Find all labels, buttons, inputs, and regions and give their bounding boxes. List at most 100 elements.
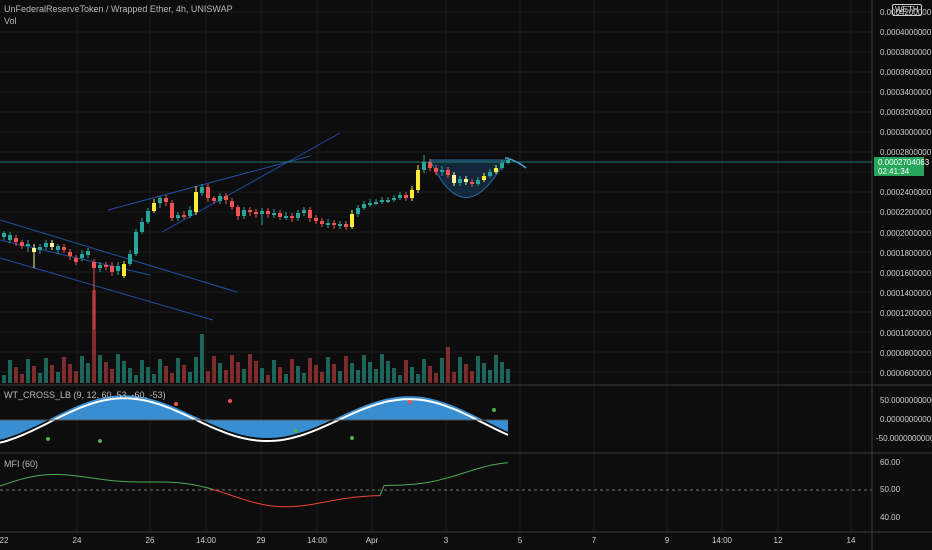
volume-bar — [278, 367, 282, 383]
candle-body — [80, 254, 84, 258]
candle-body — [104, 265, 108, 267]
mfi-segment — [7, 481, 13, 484]
time-label: 14:00 — [306, 536, 328, 545]
candle-body — [140, 222, 144, 232]
mfi-segment — [343, 497, 349, 500]
candle-body — [248, 210, 252, 212]
volume-bar — [230, 355, 234, 383]
price-label: 0.0002200000 — [880, 208, 932, 217]
volume-bar — [470, 371, 474, 383]
volume-bar — [434, 373, 438, 383]
volume-bar — [452, 372, 456, 383]
mfi-segment — [339, 498, 345, 500]
volume-bar — [368, 362, 372, 383]
candle-body — [452, 175, 456, 183]
candle-body — [224, 196, 228, 200]
mfi-segment — [0, 484, 5, 487]
candle-body — [380, 200, 384, 202]
candle-body — [98, 265, 102, 268]
volume-bar — [188, 372, 192, 383]
candle-body — [434, 168, 438, 172]
mfi-segment — [251, 501, 257, 504]
volume-bar — [128, 368, 132, 383]
candle-body — [32, 248, 36, 252]
candle-body — [212, 198, 216, 201]
wt-cross-dot — [228, 399, 232, 403]
mfi-segment — [231, 495, 237, 498]
candle-body — [26, 244, 30, 246]
time-label: 14:00 — [195, 536, 217, 545]
mfi-segment — [327, 500, 333, 502]
volume-bar — [26, 359, 30, 383]
volume-bar — [350, 363, 354, 383]
wt-cross-oscillator — [0, 395, 509, 444]
candle-body — [92, 262, 96, 268]
time-label: 26 — [145, 536, 155, 545]
wt-cross-dot — [46, 437, 50, 441]
volume-bar — [290, 359, 294, 383]
candle-body — [464, 179, 468, 182]
candle-body — [230, 201, 234, 207]
mfi-legend[interactable]: MFI (60) — [4, 459, 39, 469]
price-label: 0.0003400000 — [880, 88, 932, 97]
currency-badge[interactable]: WETH — [892, 4, 922, 16]
volume-bar — [320, 372, 324, 383]
current-price-badge[interactable]: 0.0002704063 02:41:34 — [874, 157, 929, 176]
volume-bar — [20, 374, 24, 383]
candle-body — [38, 247, 42, 250]
wt-area — [0, 395, 508, 440]
countdown-timer: 02:41:34 — [878, 167, 910, 176]
volume-bar — [116, 354, 120, 383]
trendlines[interactable] — [0, 132, 527, 321]
candle-body — [284, 216, 288, 218]
candle-body — [374, 202, 378, 204]
wt-cross-legend[interactable]: WT_CROSS_LB (9, 12, 60, 53, -60, -53) — [4, 390, 166, 400]
volume-bar — [134, 375, 138, 383]
mfi-segment — [439, 478, 445, 481]
candle-body — [500, 163, 504, 168]
mfi-segment — [331, 499, 337, 502]
candle-body — [362, 204, 366, 208]
candle-body — [320, 221, 324, 224]
wt-cross-dot — [408, 400, 412, 404]
price-label: 0.0001600000 — [880, 269, 932, 278]
volume-bar — [104, 362, 108, 383]
time-label: 7 — [591, 536, 597, 545]
mfi-segment — [15, 479, 21, 482]
wt-cross-dot — [350, 436, 354, 440]
volume-bar — [44, 358, 48, 383]
symbol-title: UnFederalReserveToken / Wrapped Ether, 4… — [4, 4, 233, 14]
mfi-segment — [423, 481, 429, 484]
volume-bar — [218, 363, 222, 383]
candle-body — [134, 232, 138, 254]
candle-body — [176, 215, 180, 218]
mfi-axis-label: 50.00 — [880, 485, 901, 494]
price-label: 0.0002800000 — [880, 148, 932, 157]
volume-bar — [8, 360, 12, 383]
wt-cross-dot — [294, 429, 298, 433]
candle-body — [302, 210, 306, 213]
candle-body — [206, 187, 210, 198]
volume-bar — [182, 365, 186, 383]
candle-body — [56, 246, 60, 250]
candle-body — [158, 198, 162, 203]
mfi-segment — [183, 482, 189, 485]
candlesticks[interactable] — [2, 155, 510, 330]
volume-bar — [272, 360, 276, 383]
volume-bar — [338, 371, 342, 383]
mfi-segment — [191, 483, 197, 486]
volume-bar — [32, 366, 36, 383]
trendline — [107, 155, 311, 211]
volume-bar — [440, 358, 444, 383]
volume-bar — [428, 366, 432, 383]
candle-body — [8, 235, 12, 240]
candle-body — [128, 254, 132, 264]
candle-body — [332, 223, 336, 225]
mfi-segment — [87, 476, 93, 479]
candle-body — [428, 162, 432, 168]
time-label: 3 — [443, 536, 449, 545]
mfi-segment — [31, 475, 37, 478]
